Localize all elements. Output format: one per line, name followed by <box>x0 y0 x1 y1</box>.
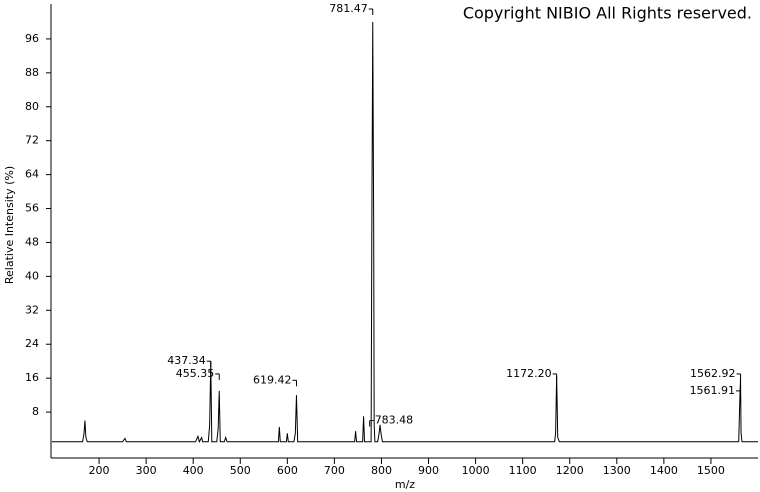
x-tick-label: 800 <box>371 464 392 477</box>
y-tick-label: 32 <box>25 303 39 316</box>
x-tick-label: 1300 <box>603 464 631 477</box>
peak-label: 783.48 <box>375 414 414 427</box>
x-tick-label: 400 <box>183 464 204 477</box>
y-tick-label: 48 <box>25 235 39 248</box>
peak-label: 1562.92 <box>690 367 736 380</box>
spectrum-line <box>52 21 758 444</box>
x-axis-label: m/z <box>395 478 415 491</box>
peak-label: 455.35 <box>176 367 215 380</box>
y-tick-label: 80 <box>25 100 39 113</box>
x-tick-label: 1500 <box>697 464 725 477</box>
x-tick-label: 200 <box>89 464 110 477</box>
peak-label: 781.47 <box>329 2 368 15</box>
peak-label: 1561.91 <box>690 384 736 397</box>
peak-label: 437.34 <box>167 354 206 367</box>
x-tick-label: 1400 <box>650 464 678 477</box>
x-tick-label: 1200 <box>556 464 584 477</box>
y-tick-label: 64 <box>25 168 39 181</box>
y-tick-label: 96 <box>25 32 39 45</box>
x-tick-label: 1100 <box>509 464 537 477</box>
y-tick-label: 56 <box>25 202 39 215</box>
y-axis-label: Relative Intensity (%) <box>3 166 16 284</box>
x-tick-label: 700 <box>324 464 345 477</box>
y-tick-label: 24 <box>25 337 39 350</box>
x-tick-label: 500 <box>230 464 251 477</box>
x-tick-label: 1000 <box>462 464 490 477</box>
x-tick-label: 600 <box>277 464 298 477</box>
y-tick-label: 8 <box>32 405 39 418</box>
x-tick-label: 300 <box>136 464 157 477</box>
y-tick-label: 16 <box>25 371 39 384</box>
y-tick-label: 72 <box>25 134 39 147</box>
x-tick-label: 900 <box>418 464 439 477</box>
peak-label: 619.42 <box>253 373 292 386</box>
y-tick-label: 40 <box>25 269 39 282</box>
peak-label: 1172.20 <box>506 367 552 380</box>
chart-title: Copyright NIBIO All Rights reserved. <box>463 4 752 23</box>
y-tick-label: 88 <box>25 66 39 79</box>
